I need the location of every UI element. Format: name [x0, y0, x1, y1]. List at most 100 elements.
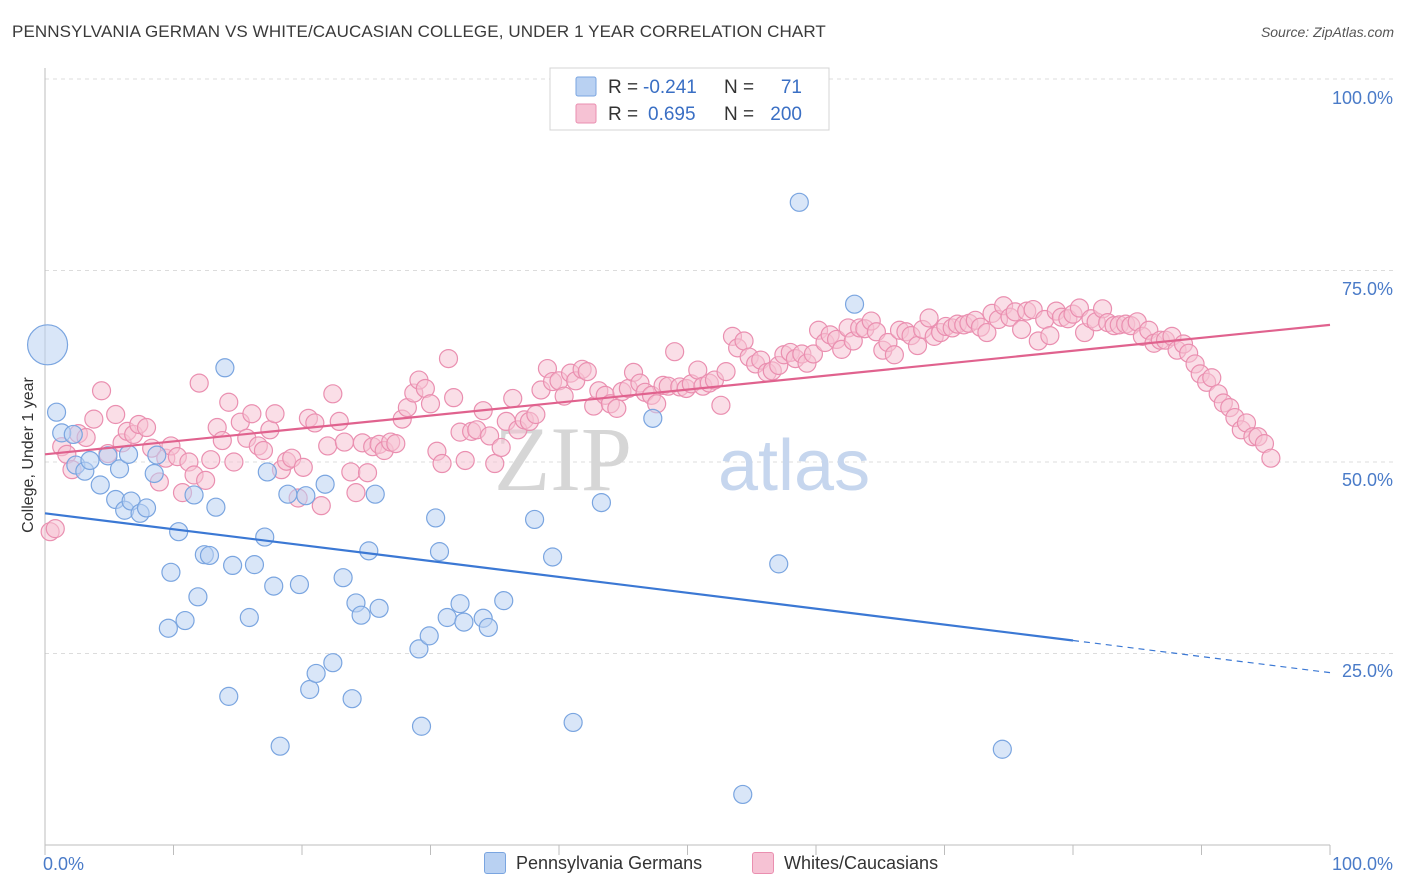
data-point	[136, 417, 157, 438]
trend-line-blue	[44, 512, 1074, 642]
data-point	[524, 509, 545, 530]
data-point	[278, 484, 298, 504]
legend-r-value: -0.241	[643, 77, 697, 98]
data-point	[219, 392, 239, 412]
data-point	[242, 404, 262, 424]
data-point	[346, 483, 366, 503]
data-point	[563, 712, 583, 733]
data-point	[420, 394, 441, 414]
watermark: ZIP atlas	[494, 408, 870, 510]
data-point	[450, 594, 470, 614]
data-point	[803, 344, 824, 364]
data-point	[716, 362, 736, 382]
legend-swatch-blue	[575, 76, 597, 97]
legend-label: Pennsylvania Germans	[516, 852, 703, 873]
data-point	[80, 450, 100, 471]
legend-swatch	[752, 852, 774, 874]
data-point	[257, 462, 277, 482]
data-point	[323, 384, 343, 404]
data-point	[386, 434, 406, 454]
data-point	[992, 739, 1012, 759]
legend-swatch	[484, 852, 506, 874]
data-point	[329, 411, 349, 432]
legend-n-label: N =	[724, 77, 754, 98]
data-point	[1261, 448, 1281, 468]
data-point	[503, 388, 523, 409]
data-point	[244, 555, 265, 575]
data-point	[665, 342, 685, 362]
legend-n-value: 200	[770, 104, 802, 125]
y-tick-label: 75.0%	[1342, 279, 1393, 299]
data-point	[293, 457, 313, 477]
legend-label: Whites/Caucasians	[784, 852, 939, 873]
legend-item-pennsylvania-germans: Pennsylvania Germans	[484, 852, 702, 874]
data-point	[1202, 368, 1222, 388]
trend-line-pink	[44, 323, 1331, 456]
data-point	[311, 496, 331, 516]
data-point	[45, 519, 65, 539]
data-point	[734, 331, 754, 351]
data-points	[26, 192, 1281, 805]
data-point	[844, 294, 865, 314]
data-point	[711, 395, 731, 415]
data-point	[480, 426, 500, 446]
data-point	[175, 610, 195, 631]
data-point	[438, 348, 459, 369]
data-point	[643, 408, 663, 428]
data-point	[318, 436, 338, 456]
data-point	[265, 404, 285, 424]
legend-item-whites-caucasians: Whites/Caucasians	[752, 852, 938, 874]
data-point	[454, 612, 474, 632]
data-point	[342, 689, 362, 709]
data-point	[106, 404, 126, 425]
data-point	[98, 446, 118, 466]
data-point	[63, 424, 83, 445]
data-point	[919, 308, 939, 328]
data-point	[255, 527, 275, 547]
data-point	[369, 598, 389, 618]
data-point	[196, 470, 216, 490]
data-point	[478, 617, 498, 638]
trend-lines	[44, 323, 1331, 674]
data-point	[296, 486, 316, 506]
y-axis-label: College, Under 1 year	[20, 377, 37, 533]
data-point	[158, 618, 178, 638]
legend-n-value: 71	[781, 77, 802, 98]
data-point	[494, 591, 514, 611]
data-point	[444, 388, 464, 408]
data-point	[419, 626, 439, 646]
data-point	[542, 547, 563, 567]
data-point	[188, 587, 208, 607]
x-tick-label: 100.0%	[1332, 854, 1393, 874]
data-point	[201, 450, 221, 470]
data-point	[219, 686, 239, 706]
data-point	[437, 607, 457, 628]
data-point	[264, 576, 284, 596]
data-point	[357, 463, 378, 483]
data-point	[144, 463, 164, 484]
data-point	[84, 409, 104, 429]
data-point	[147, 445, 167, 465]
data-point	[591, 492, 612, 513]
data-point	[289, 574, 310, 595]
data-point	[189, 373, 209, 393]
data-point	[136, 498, 157, 518]
data-point	[789, 192, 809, 212]
data-point	[409, 639, 429, 659]
data-point	[212, 430, 232, 451]
data-point	[526, 404, 546, 425]
data-point	[1040, 326, 1060, 346]
data-point	[491, 437, 511, 458]
data-point	[733, 784, 753, 805]
data-point	[884, 345, 904, 365]
data-point	[429, 542, 450, 562]
legend-r-value: 0.695	[648, 104, 696, 125]
data-point	[769, 554, 789, 574]
data-point	[341, 462, 361, 482]
data-point	[1011, 319, 1032, 340]
data-point	[907, 335, 928, 356]
data-point	[224, 452, 244, 472]
data-point	[333, 568, 353, 588]
legend-swatch-pink	[575, 103, 597, 124]
data-point	[199, 545, 220, 566]
